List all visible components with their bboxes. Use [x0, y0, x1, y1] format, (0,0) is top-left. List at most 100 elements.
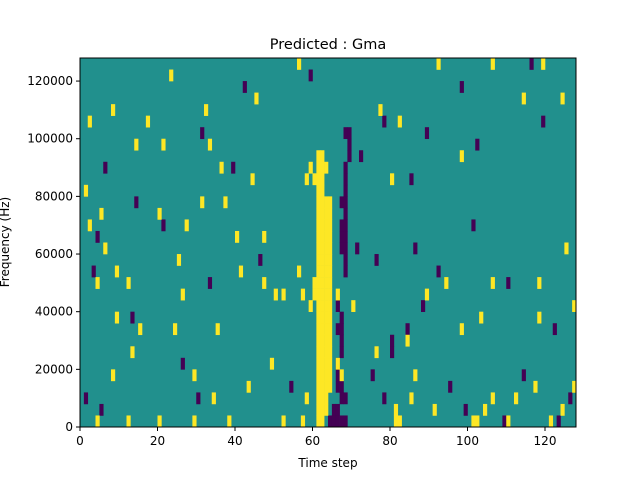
- heatmap-cell: [269, 357, 275, 370]
- heatmap-cell: [541, 58, 546, 70]
- heatmap-cell: [328, 254, 333, 266]
- heatmap-cell: [343, 207, 348, 220]
- heatmap-cell: [316, 173, 321, 186]
- heatmap-cell: [254, 92, 259, 105]
- heatmap-cell: [564, 242, 569, 255]
- heatmap-cell: [328, 300, 333, 312]
- heatmap-cell: [134, 196, 139, 209]
- heatmap-cell: [320, 323, 325, 336]
- heatmap-cell: [320, 219, 325, 232]
- heatmap-cell: [324, 207, 329, 220]
- heatmap-cell: [312, 277, 317, 289]
- heatmap-cell: [324, 403, 329, 416]
- x-tick-label: 0: [76, 434, 84, 448]
- heatmap-cell: [459, 150, 464, 163]
- heatmap-cell: [281, 288, 286, 301]
- heatmap-cell: [324, 357, 329, 370]
- heatmap-cell: [328, 207, 333, 220]
- heatmap-cell: [413, 242, 418, 255]
- heatmap-cell: [126, 415, 131, 428]
- heatmap-cell: [490, 392, 495, 405]
- heatmap-cell: [138, 323, 143, 336]
- heatmap-cell: [320, 277, 325, 289]
- heatmap-cell: [316, 219, 321, 232]
- heatmap-cell: [176, 254, 182, 266]
- heatmap-cell: [324, 242, 329, 255]
- x-tick-label: 80: [382, 434, 397, 448]
- heatmap-cell: [529, 58, 534, 70]
- heatmap-cell: [157, 207, 162, 220]
- heatmap-cell: [343, 242, 348, 255]
- y-tick-label: 100000: [27, 132, 73, 146]
- heatmap-cell: [568, 392, 573, 405]
- heatmap-cell: [103, 242, 108, 255]
- heatmap-cell: [180, 288, 185, 301]
- heatmap-cell: [316, 161, 321, 174]
- heatmap-cell: [328, 242, 333, 255]
- heatmap-cell: [242, 81, 247, 93]
- heatmap-cell: [200, 196, 205, 209]
- heatmap-cell: [560, 403, 565, 416]
- heatmap-cell: [355, 242, 360, 255]
- heatmap-cell: [359, 150, 364, 163]
- heatmap-cell: [556, 415, 561, 428]
- heatmap-cell: [207, 138, 213, 151]
- heatmap-cell: [328, 369, 333, 382]
- heatmap-cell: [335, 380, 340, 393]
- heatmap-cell: [157, 415, 162, 428]
- heatmap-cell: [335, 300, 340, 312]
- heatmap-cell: [459, 323, 464, 336]
- heatmap-cell: [91, 265, 96, 278]
- heatmap-cell: [343, 219, 348, 232]
- heatmap-cell: [320, 161, 325, 174]
- heatmap-cell: [173, 323, 178, 336]
- heatmap-cell: [316, 346, 321, 359]
- heatmap-cell: [471, 415, 476, 428]
- heatmap-cell: [572, 300, 577, 312]
- heatmap-cell: [343, 265, 348, 278]
- heatmap-cell: [393, 403, 399, 416]
- heatmap-cell: [390, 346, 395, 359]
- heatmap-cell: [219, 161, 224, 174]
- heatmap-cell: [204, 104, 209, 116]
- heatmap-cell: [316, 254, 321, 266]
- heatmap-cell: [328, 230, 333, 243]
- y-tick-label: 0: [65, 420, 73, 434]
- heatmap-cell: [289, 380, 294, 393]
- heatmap-cell: [343, 127, 348, 140]
- heatmap-cell: [331, 403, 337, 416]
- heatmap-cell: [339, 323, 344, 336]
- heatmap-cell: [572, 380, 577, 393]
- heatmap-cell: [130, 346, 135, 359]
- heatmap-cell: [316, 369, 321, 382]
- heatmap-cell: [316, 392, 321, 405]
- heatmap-cell: [560, 92, 565, 105]
- heatmap-cell: [161, 138, 166, 151]
- heatmap-cell: [490, 277, 495, 289]
- heatmap-cell: [316, 403, 321, 416]
- heatmap-cell: [328, 288, 333, 301]
- heatmap-cell: [343, 161, 348, 174]
- heatmap-cell: [308, 69, 313, 82]
- heatmap-cell: [343, 184, 348, 197]
- heatmap-cell: [339, 415, 344, 428]
- heatmap-cell: [114, 265, 120, 278]
- heatmap-cell: [328, 334, 333, 347]
- y-tick-label: 80000: [35, 189, 73, 203]
- heatmap-cell: [320, 207, 325, 220]
- heatmap-cell: [475, 138, 480, 151]
- heatmap-cell: [506, 277, 511, 289]
- heatmap-cell: [343, 415, 348, 428]
- heatmap-cell: [145, 115, 151, 128]
- heatmap-cell: [390, 334, 395, 347]
- heatmap-cell: [328, 196, 333, 209]
- heatmap-cell: [130, 311, 135, 324]
- heatmap-cell: [324, 380, 329, 393]
- heatmap-cell: [316, 380, 321, 393]
- heatmap-cell: [328, 346, 333, 359]
- heatmap-cell: [316, 323, 321, 336]
- heatmap-cell: [95, 277, 100, 289]
- heatmap-cell: [374, 254, 379, 266]
- x-axis: 0 20 40 60 80 100 120: [76, 427, 556, 448]
